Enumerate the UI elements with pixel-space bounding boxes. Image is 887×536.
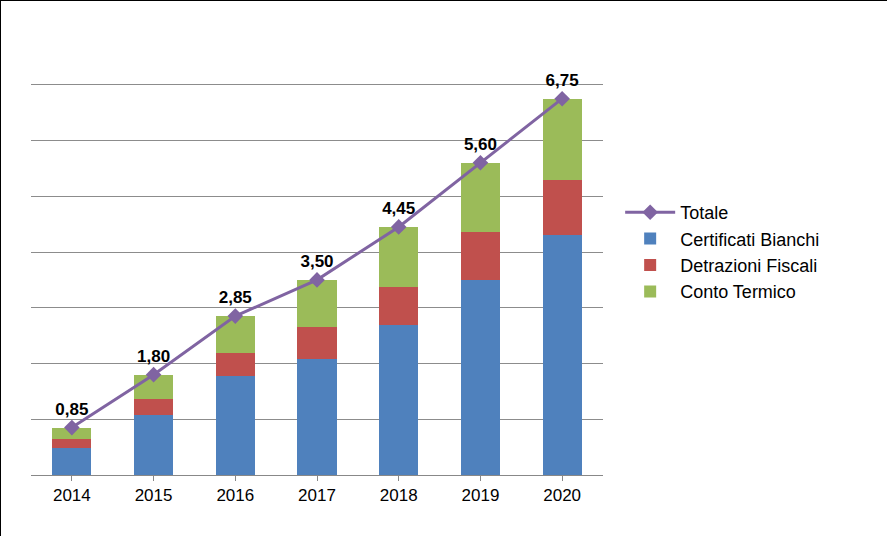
svg-text:3,50: 3,50 <box>300 252 333 271</box>
svg-text:Totale: Totale <box>680 203 728 223</box>
svg-text:2014: 2014 <box>53 486 91 505</box>
svg-text:Certificati Bianchi: Certificati Bianchi <box>680 230 819 250</box>
svg-text:5,60: 5,60 <box>464 135 497 154</box>
svg-text:Detrazioni Fiscali: Detrazioni Fiscali <box>680 256 817 276</box>
svg-text:2019: 2019 <box>462 486 500 505</box>
svg-text:2017: 2017 <box>298 486 336 505</box>
svg-text:0,85: 0,85 <box>55 400 88 419</box>
svg-text:4,45: 4,45 <box>382 199 415 218</box>
svg-text:2,85: 2,85 <box>219 288 252 307</box>
svg-text:2015: 2015 <box>135 486 173 505</box>
svg-text:6,75: 6,75 <box>546 71 579 90</box>
svg-text:2020: 2020 <box>543 486 581 505</box>
svg-text:Conto Termico: Conto Termico <box>680 282 796 302</box>
svg-text:1,80: 1,80 <box>137 347 170 366</box>
svg-text:2018: 2018 <box>380 486 418 505</box>
svg-text:2016: 2016 <box>216 486 254 505</box>
